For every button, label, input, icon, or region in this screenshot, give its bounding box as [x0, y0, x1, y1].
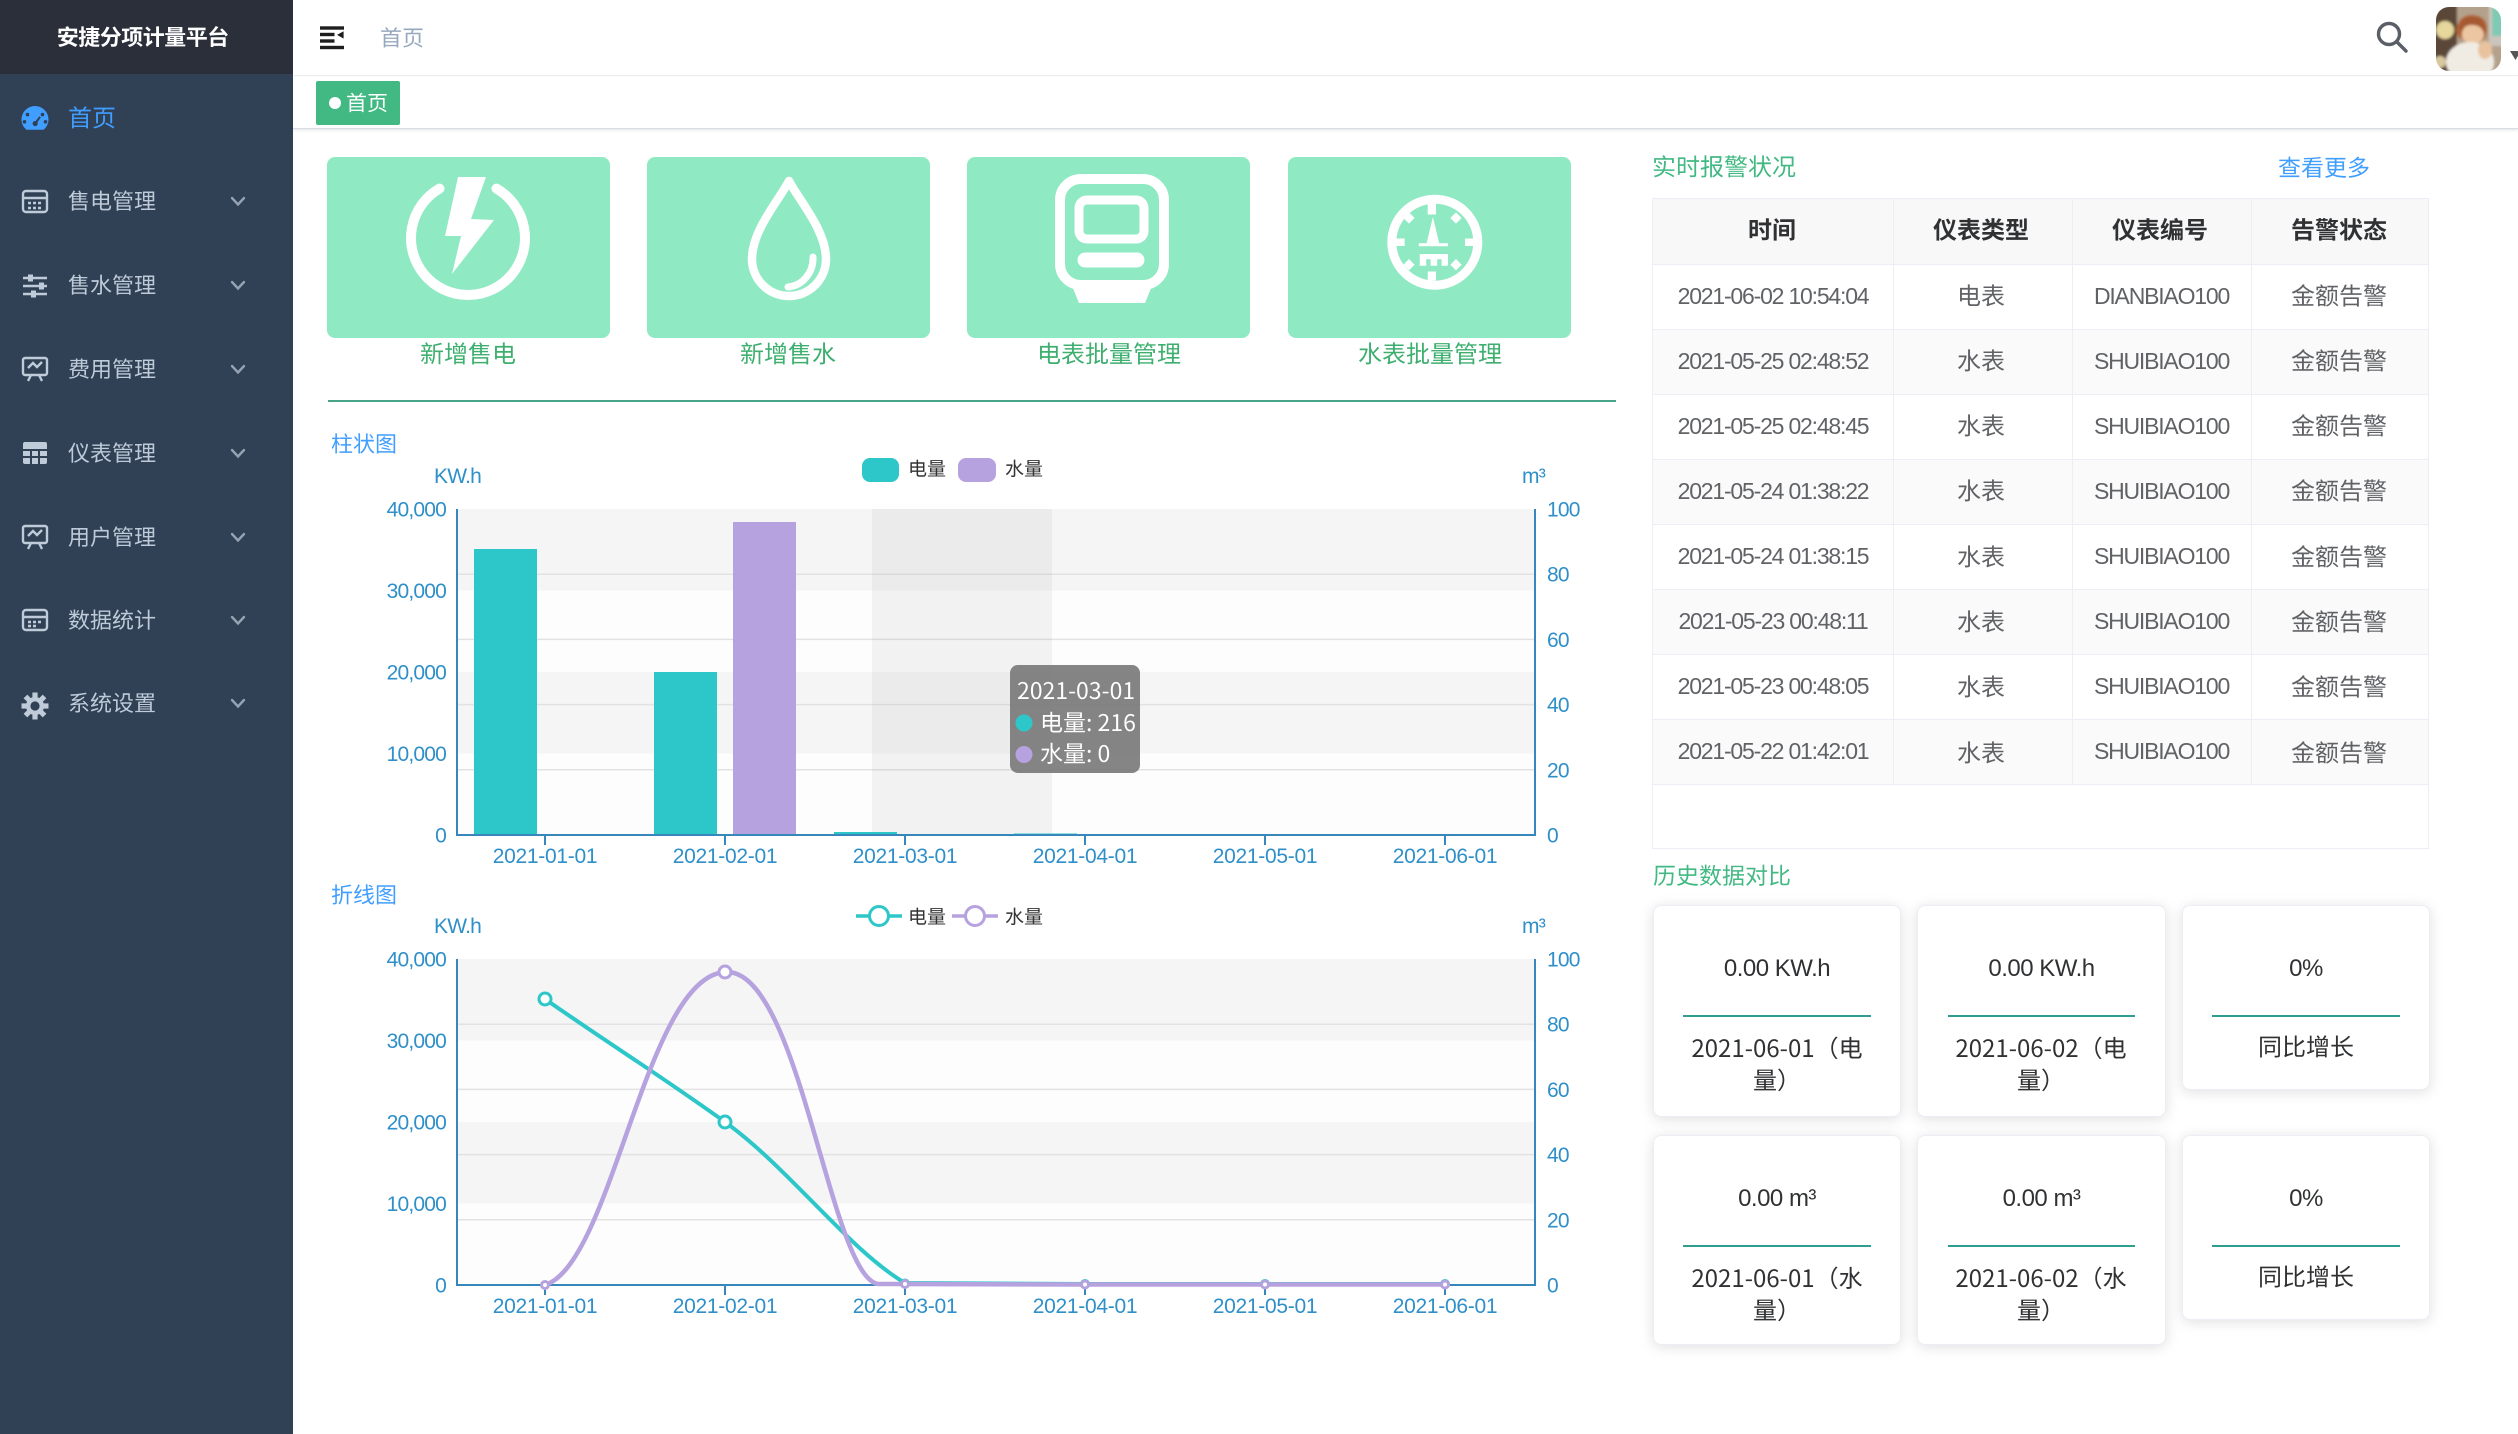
svg-text:2021-06-01: 2021-06-01: [1393, 1295, 1497, 1318]
svg-text:60: 60: [1547, 629, 1569, 652]
svg-text:10,000: 10,000: [387, 743, 447, 766]
svg-text:20: 20: [1547, 1209, 1569, 1232]
svg-text:60: 60: [1547, 1079, 1569, 1102]
svg-text:30,000: 30,000: [387, 580, 447, 603]
svg-text:2021-02-01: 2021-02-01: [673, 1295, 777, 1318]
svg-text:40,000: 40,000: [387, 499, 447, 522]
svg-text:0: 0: [1547, 1275, 1558, 1298]
svg-text:0: 0: [1547, 825, 1558, 848]
svg-text:0: 0: [435, 1275, 446, 1298]
svg-text:80: 80: [1547, 1014, 1569, 1037]
svg-text:m³: m³: [1522, 915, 1546, 938]
svg-text:2021-05-01: 2021-05-01: [1213, 1295, 1317, 1318]
svg-text:KW.h: KW.h: [434, 915, 481, 938]
svg-text:20: 20: [1547, 759, 1569, 782]
svg-text:30,000: 30,000: [387, 1030, 447, 1053]
svg-text:20,000: 20,000: [387, 1112, 447, 1135]
svg-text:0: 0: [435, 825, 446, 848]
svg-text:100: 100: [1547, 499, 1580, 522]
svg-text:2021-04-01: 2021-04-01: [1033, 845, 1137, 868]
svg-text:2021-02-01: 2021-02-01: [673, 845, 777, 868]
svg-text:2021-01-01: 2021-01-01: [493, 845, 597, 868]
svg-text:40,000: 40,000: [387, 949, 447, 972]
svg-text:40: 40: [1547, 1144, 1569, 1167]
svg-text:2021-05-01: 2021-05-01: [1213, 845, 1317, 868]
svg-text:2021-04-01: 2021-04-01: [1033, 1295, 1137, 1318]
svg-text:20,000: 20,000: [387, 662, 447, 685]
svg-text:10,000: 10,000: [387, 1193, 447, 1216]
svg-text:2021-06-01: 2021-06-01: [1393, 845, 1497, 868]
svg-text:m³: m³: [1522, 465, 1546, 488]
svg-text:80: 80: [1547, 564, 1569, 587]
svg-text:2021-03-01: 2021-03-01: [853, 845, 957, 868]
svg-text:KW.h: KW.h: [434, 465, 481, 488]
svg-text:2021-03-01: 2021-03-01: [853, 1295, 957, 1318]
svg-text:2021-01-01: 2021-01-01: [493, 1295, 597, 1318]
svg-text:40: 40: [1547, 694, 1569, 717]
svg-text:100: 100: [1547, 949, 1580, 972]
